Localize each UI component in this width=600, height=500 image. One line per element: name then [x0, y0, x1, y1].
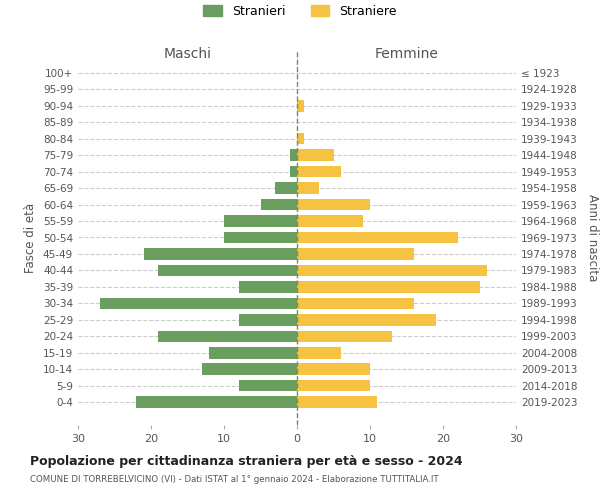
Text: Popolazione per cittadinanza straniera per età e sesso - 2024: Popolazione per cittadinanza straniera p… [30, 455, 463, 468]
Bar [297, 100, 304, 112]
Bar [290, 150, 297, 161]
Bar [100, 298, 297, 309]
Bar [290, 166, 297, 177]
Bar [209, 347, 297, 358]
Bar [297, 150, 334, 161]
Bar [297, 166, 341, 177]
Y-axis label: Fasce di età: Fasce di età [25, 202, 37, 272]
Bar [297, 232, 458, 243]
Bar [158, 264, 297, 276]
Bar [297, 281, 479, 292]
Bar [297, 396, 377, 408]
Bar [297, 199, 370, 210]
Bar [224, 232, 297, 243]
Bar [297, 264, 487, 276]
Bar [297, 380, 370, 392]
Bar [158, 330, 297, 342]
Y-axis label: Anni di nascita: Anni di nascita [586, 194, 599, 281]
Bar [260, 199, 297, 210]
Bar [224, 216, 297, 227]
Bar [202, 364, 297, 375]
Bar [297, 298, 414, 309]
Bar [297, 248, 414, 260]
Bar [239, 314, 297, 326]
Legend: Stranieri, Straniere: Stranieri, Straniere [198, 0, 402, 23]
Bar [297, 364, 370, 375]
Bar [297, 330, 392, 342]
Bar [239, 380, 297, 392]
Bar [297, 347, 341, 358]
Bar [297, 133, 304, 144]
Text: Femmine: Femmine [374, 48, 439, 62]
Bar [144, 248, 297, 260]
Text: COMUNE DI TORREBELVICINO (VI) - Dati ISTAT al 1° gennaio 2024 - Elaborazione TUT: COMUNE DI TORREBELVICINO (VI) - Dati IST… [30, 475, 439, 484]
Bar [297, 182, 319, 194]
Bar [297, 216, 362, 227]
Bar [297, 314, 436, 326]
Text: Maschi: Maschi [163, 48, 212, 62]
Bar [136, 396, 297, 408]
Bar [275, 182, 297, 194]
Bar [239, 281, 297, 292]
